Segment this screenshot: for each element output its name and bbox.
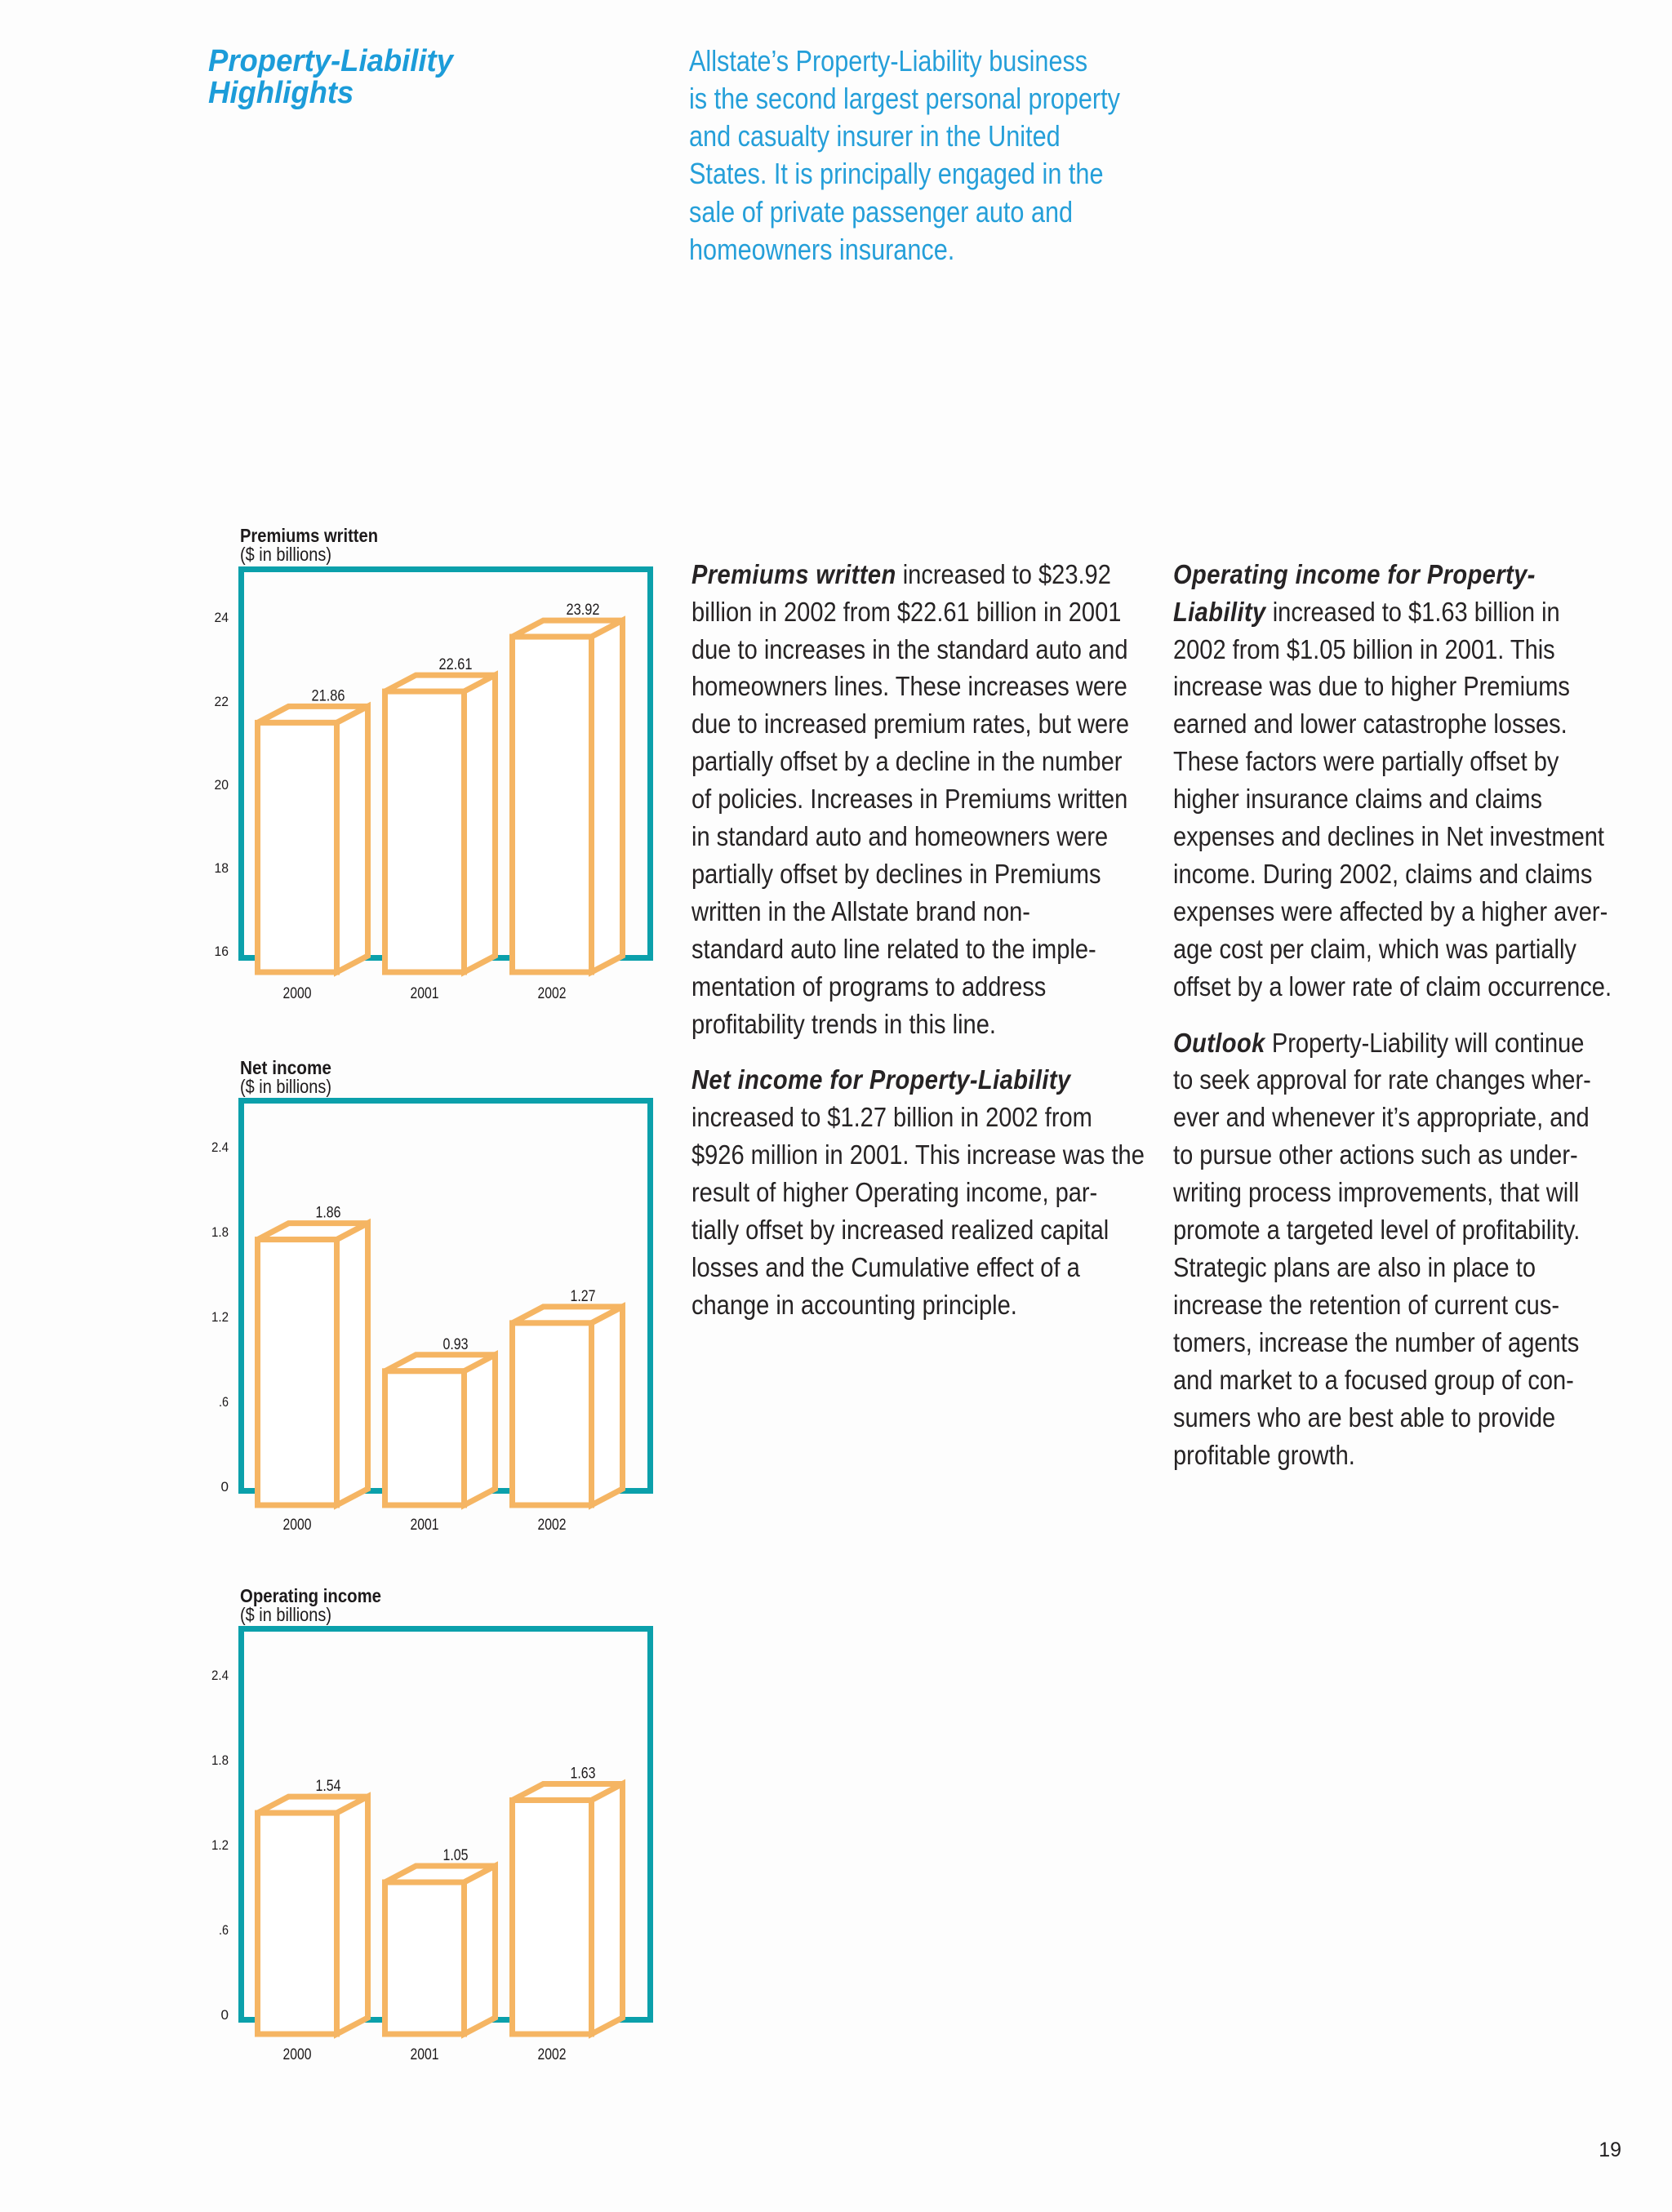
svg-text:2002: 2002 [538,2046,567,2063]
svg-text:0: 0 [221,2007,229,2023]
svg-text:2.4: 2.4 [211,1668,229,1683]
svg-text:22: 22 [215,694,229,709]
svg-text:0.93: 0.93 [443,1336,469,1353]
svg-text:1.54: 1.54 [316,1778,341,1795]
svg-text:2000: 2000 [283,1517,312,1534]
svg-text:1.86: 1.86 [316,1205,341,1222]
svg-text:16: 16 [215,944,229,959]
svg-text:2001: 2001 [411,2046,439,2063]
svg-text:1.2: 1.2 [211,1309,229,1325]
svg-text:1.8: 1.8 [211,1752,229,1768]
svg-text:1.05: 1.05 [443,1847,469,1864]
svg-text:21.86: 21.86 [312,687,345,704]
svg-text:2001: 2001 [411,1517,439,1534]
svg-text:Operating income: Operating income [240,1585,381,1606]
svg-text:Premiums written: Premiums written [240,525,378,546]
svg-text:2001: 2001 [411,985,439,1002]
svg-text:($ in billions): ($ in billions) [240,544,331,565]
svg-text:0: 0 [221,1479,229,1495]
svg-text:2000: 2000 [283,985,312,1002]
svg-text:24: 24 [215,610,229,625]
svg-text:22.61: 22.61 [439,656,473,673]
svg-text:2002: 2002 [538,1517,567,1534]
svg-text:.6: .6 [219,1394,229,1410]
svg-text:($ in billions): ($ in billions) [240,1604,331,1625]
svg-text:18: 18 [215,860,229,876]
svg-text:23.92: 23.92 [567,602,600,619]
svg-text:1.27: 1.27 [571,1288,596,1305]
svg-text:1.2: 1.2 [211,1837,229,1853]
svg-text:($ in billions): ($ in billions) [240,1076,331,1097]
svg-text:1.63: 1.63 [571,1765,596,1782]
svg-text:2002: 2002 [538,985,567,1002]
svg-text:Net income: Net income [240,1057,331,1078]
svg-text:2000: 2000 [283,2046,312,2063]
svg-text:2.4: 2.4 [211,1139,229,1155]
svg-text:20: 20 [215,777,229,793]
svg-text:1.8: 1.8 [211,1224,229,1240]
svg-text:.6: .6 [219,1922,229,1938]
